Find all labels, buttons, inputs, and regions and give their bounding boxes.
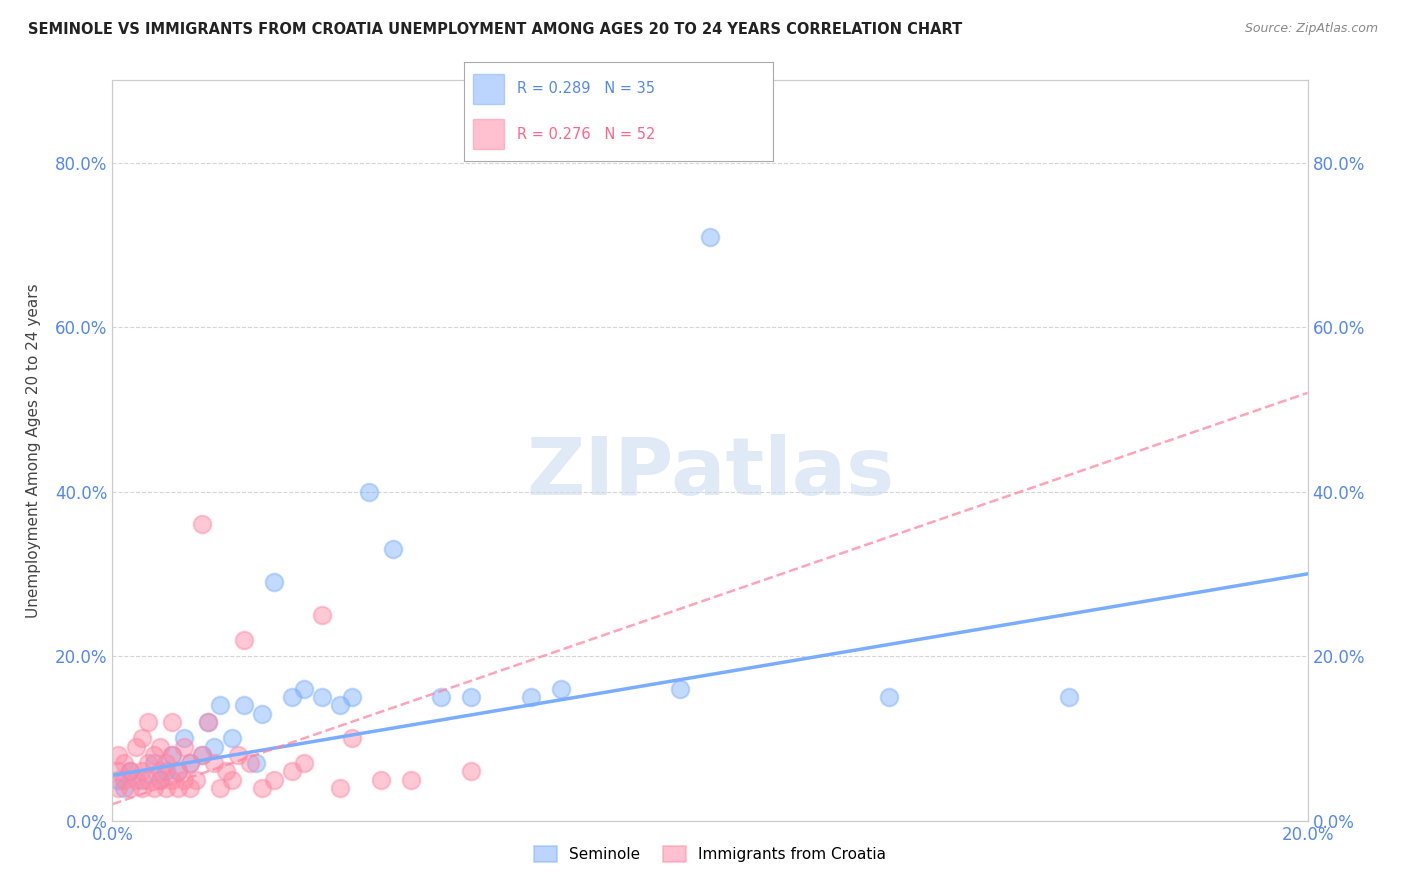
- Point: [155, 780, 177, 795]
- Point: [107, 764, 129, 779]
- Point: [191, 517, 214, 532]
- Point: [430, 690, 453, 705]
- Point: [329, 698, 352, 713]
- Point: [370, 772, 392, 787]
- Text: Source: ZipAtlas.com: Source: ZipAtlas.com: [1244, 22, 1378, 36]
- Point: [149, 739, 172, 754]
- Point: [460, 690, 482, 705]
- Point: [281, 764, 304, 779]
- Point: [131, 764, 153, 779]
- Point: [120, 764, 142, 779]
- Point: [131, 780, 153, 795]
- Point: [239, 756, 262, 770]
- Point: [125, 772, 148, 787]
- Point: [197, 714, 219, 729]
- Point: [107, 747, 129, 762]
- Point: [162, 747, 183, 762]
- Point: [550, 681, 572, 696]
- Point: [143, 780, 166, 795]
- Point: [120, 764, 142, 779]
- Point: [162, 747, 183, 762]
- Point: [125, 739, 148, 754]
- Point: [520, 690, 543, 705]
- Point: [221, 772, 243, 787]
- Point: [311, 607, 333, 622]
- Point: [131, 731, 153, 746]
- Point: [149, 772, 172, 787]
- Point: [209, 698, 232, 713]
- Point: [879, 690, 901, 705]
- Point: [202, 739, 225, 754]
- Point: [233, 632, 256, 647]
- Point: [167, 780, 190, 795]
- Point: [186, 772, 208, 787]
- Point: [162, 772, 183, 787]
- Point: [114, 780, 135, 795]
- Point: [167, 764, 190, 779]
- Point: [149, 772, 172, 787]
- Point: [143, 756, 166, 770]
- Point: [1057, 690, 1080, 705]
- Point: [245, 756, 267, 770]
- Point: [173, 739, 195, 754]
- Text: SEMINOLE VS IMMIGRANTS FROM CROATIA UNEMPLOYMENT AMONG AGES 20 TO 24 YEARS CORRE: SEMINOLE VS IMMIGRANTS FROM CROATIA UNEM…: [28, 22, 962, 37]
- Point: [120, 780, 142, 795]
- Point: [209, 780, 232, 795]
- Point: [263, 772, 285, 787]
- Bar: [474, 120, 505, 149]
- Bar: [474, 74, 505, 103]
- Point: [173, 731, 195, 746]
- Point: [329, 780, 352, 795]
- Point: [401, 772, 423, 787]
- Point: [114, 772, 135, 787]
- Point: [226, 747, 249, 762]
- Point: [359, 484, 381, 499]
- Point: [155, 764, 177, 779]
- Legend: Seminole, Immigrants from Croatia: Seminole, Immigrants from Croatia: [527, 840, 893, 869]
- Text: R = 0.276   N = 52: R = 0.276 N = 52: [516, 127, 655, 142]
- Point: [263, 575, 285, 590]
- Point: [699, 229, 721, 244]
- Point: [292, 756, 315, 770]
- Point: [179, 756, 201, 770]
- Point: [197, 714, 219, 729]
- Point: [114, 756, 135, 770]
- Point: [292, 681, 315, 696]
- Point: [162, 714, 183, 729]
- Point: [460, 764, 482, 779]
- Point: [233, 698, 256, 713]
- Point: [340, 690, 363, 705]
- Point: [382, 542, 405, 557]
- Point: [107, 780, 129, 795]
- Text: R = 0.289   N = 35: R = 0.289 N = 35: [516, 81, 655, 96]
- Point: [281, 690, 304, 705]
- Point: [250, 706, 273, 721]
- Point: [131, 772, 153, 787]
- Text: ZIPatlas: ZIPatlas: [526, 434, 894, 512]
- Point: [107, 772, 129, 787]
- Point: [221, 731, 243, 746]
- Point: [250, 780, 273, 795]
- Point: [138, 756, 160, 770]
- Point: [311, 690, 333, 705]
- Point: [138, 772, 160, 787]
- Point: [143, 747, 166, 762]
- Point: [155, 756, 177, 770]
- Point: [173, 772, 195, 787]
- Point: [215, 764, 238, 779]
- Point: [202, 756, 225, 770]
- Point: [191, 747, 214, 762]
- Y-axis label: Unemployment Among Ages 20 to 24 years: Unemployment Among Ages 20 to 24 years: [27, 283, 41, 618]
- Point: [179, 780, 201, 795]
- Point: [167, 764, 190, 779]
- Point: [669, 681, 692, 696]
- Point: [138, 714, 160, 729]
- Point: [179, 756, 201, 770]
- Point: [149, 764, 172, 779]
- Point: [191, 747, 214, 762]
- Point: [340, 731, 363, 746]
